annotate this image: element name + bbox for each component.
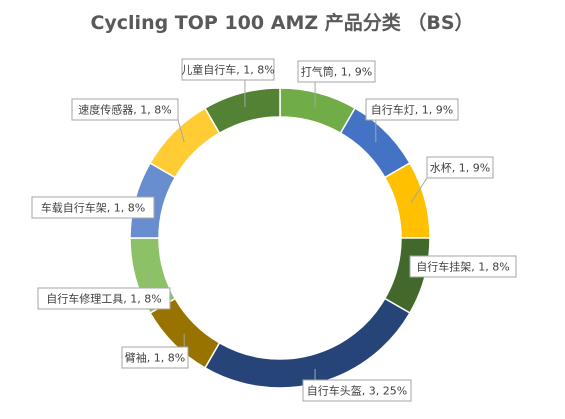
donut-slices bbox=[129, 87, 431, 389]
data-label-text: 自行车头盔, 3, 25% bbox=[307, 384, 407, 398]
data-label-box bbox=[71, 98, 179, 121]
data-label-10: 儿童自行车, 1, 8% bbox=[181, 58, 275, 81]
data-label-box bbox=[37, 287, 171, 310]
data-label-text: 自行车灯, 1, 9% bbox=[371, 103, 453, 117]
data-label-box bbox=[31, 196, 155, 219]
data-label-1: 打气筒, 1, 9% bbox=[297, 60, 376, 83]
data-label-box bbox=[426, 156, 494, 179]
data-label-text: 打气筒, 1, 9% bbox=[301, 65, 372, 79]
data-label-5: 自行车头盔, 3, 25% bbox=[302, 379, 412, 402]
data-label-9: 速度传感器, 1, 8% bbox=[71, 98, 179, 121]
data-label-text: 臂袖, 1, 8% bbox=[125, 351, 185, 365]
data-label-3: 水杯, 1, 9% bbox=[426, 156, 494, 179]
leader-lines bbox=[148, 80, 428, 380]
data-label-4: 自行车挂架, 1, 8% bbox=[409, 255, 517, 278]
data-label-2: 自行车灯, 1, 9% bbox=[365, 98, 459, 121]
data-label-text: 车载自行车架, 1, 8% bbox=[41, 201, 145, 215]
data-label-text: 水杯, 1, 9% bbox=[430, 161, 490, 175]
data-label-text: 速度传感器, 1, 8% bbox=[78, 103, 171, 117]
data-label-6: 臂袖, 1, 8% bbox=[121, 346, 189, 369]
slice-5 bbox=[203, 297, 411, 389]
data-label-box bbox=[181, 58, 275, 81]
data-labels: 打气筒, 1, 9% 自行车灯, 1, 9% 水杯, 1, 9% 自行车挂架, 1, … bbox=[31, 58, 517, 402]
slice-3 bbox=[383, 161, 431, 239]
data-label-box bbox=[302, 379, 412, 402]
data-label-7: 自行车修理工具, 1, 8% bbox=[37, 287, 171, 310]
slice-10 bbox=[203, 87, 281, 135]
data-label-text: 自行车修理工具, 1, 8% bbox=[46, 292, 161, 306]
data-label-box bbox=[297, 60, 376, 83]
leader-line-9 bbox=[177, 119, 185, 143]
data-label-box bbox=[365, 98, 459, 121]
data-label-box bbox=[409, 255, 517, 278]
data-label-text: 儿童自行车, 1, 8% bbox=[181, 63, 274, 77]
data-label-8: 车载自行车架, 1, 8% bbox=[31, 196, 155, 219]
leader-line-3 bbox=[410, 177, 428, 204]
data-label-box bbox=[121, 346, 189, 369]
chart-title: Cycling TOP 100 AMZ 产品分类 （BS） bbox=[90, 11, 473, 34]
data-label-text: 自行车挂架, 1, 8% bbox=[416, 260, 509, 274]
